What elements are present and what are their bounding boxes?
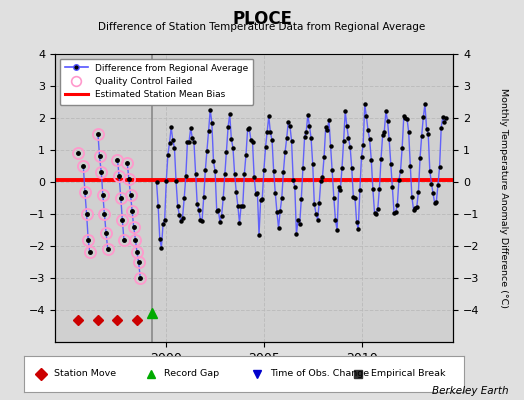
Y-axis label: Monthly Temperature Anomaly Difference (°C): Monthly Temperature Anomaly Difference (… [499, 88, 508, 308]
Text: Station Move: Station Move [54, 370, 116, 378]
Text: Difference of Station Temperature Data from Regional Average: Difference of Station Temperature Data f… [99, 22, 425, 32]
Text: Empirical Break: Empirical Break [372, 370, 446, 378]
Text: PLOCE: PLOCE [232, 10, 292, 28]
Text: Record Gap: Record Gap [165, 370, 220, 378]
Text: Berkeley Earth: Berkeley Earth [432, 386, 508, 396]
Text: Time of Obs. Change: Time of Obs. Change [270, 370, 369, 378]
Legend: Difference from Regional Average, Quality Control Failed, Estimated Station Mean: Difference from Regional Average, Qualit… [60, 58, 254, 105]
